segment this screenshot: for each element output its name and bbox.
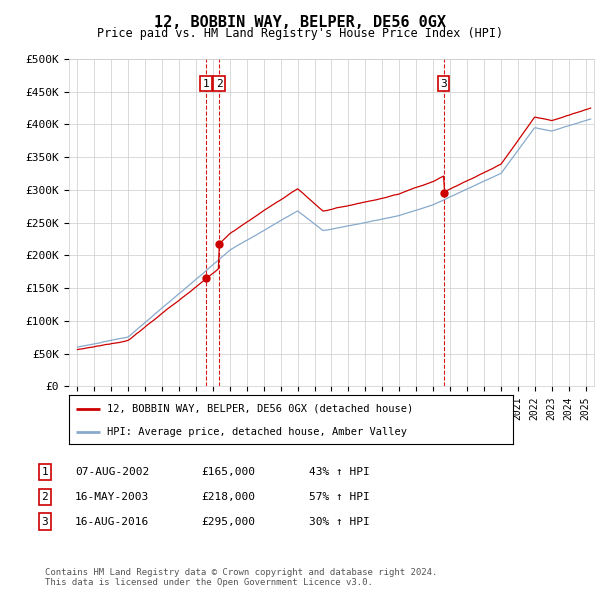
- Text: 16-AUG-2016: 16-AUG-2016: [75, 517, 149, 526]
- Text: 1: 1: [41, 467, 49, 477]
- Text: Contains HM Land Registry data © Crown copyright and database right 2024.
This d: Contains HM Land Registry data © Crown c…: [45, 568, 437, 587]
- Text: Price paid vs. HM Land Registry's House Price Index (HPI): Price paid vs. HM Land Registry's House …: [97, 27, 503, 40]
- Text: £165,000: £165,000: [201, 467, 255, 477]
- Text: 12, BOBBIN WAY, BELPER, DE56 0GX (detached house): 12, BOBBIN WAY, BELPER, DE56 0GX (detach…: [107, 404, 413, 414]
- Text: 43% ↑ HPI: 43% ↑ HPI: [309, 467, 370, 477]
- Text: 30% ↑ HPI: 30% ↑ HPI: [309, 517, 370, 526]
- Text: 12, BOBBIN WAY, BELPER, DE56 0GX: 12, BOBBIN WAY, BELPER, DE56 0GX: [154, 15, 446, 30]
- Text: 16-MAY-2003: 16-MAY-2003: [75, 492, 149, 502]
- Text: 07-AUG-2002: 07-AUG-2002: [75, 467, 149, 477]
- Text: 57% ↑ HPI: 57% ↑ HPI: [309, 492, 370, 502]
- Text: 3: 3: [440, 79, 447, 89]
- Text: 2: 2: [41, 492, 49, 502]
- Text: 1: 1: [203, 79, 209, 89]
- Text: 2: 2: [216, 79, 223, 89]
- Text: HPI: Average price, detached house, Amber Valley: HPI: Average price, detached house, Ambe…: [107, 427, 407, 437]
- Text: £218,000: £218,000: [201, 492, 255, 502]
- Text: £295,000: £295,000: [201, 517, 255, 526]
- Text: 3: 3: [41, 517, 49, 526]
